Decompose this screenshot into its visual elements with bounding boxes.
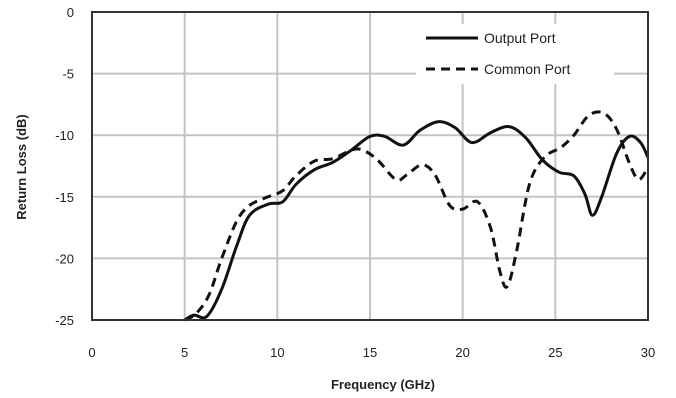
legend-background xyxy=(416,24,614,84)
x-axis-title: Frequency (GHz) xyxy=(331,377,435,392)
y-tick-label: -25 xyxy=(55,313,74,328)
x-tick-label: 10 xyxy=(270,345,284,360)
x-tick-label: 20 xyxy=(455,345,469,360)
x-tick-label: 30 xyxy=(641,345,655,360)
y-axis-title: Return Loss (dB) xyxy=(14,114,29,219)
legend-label-common-port: Common Port xyxy=(484,61,570,77)
series-line-output-port xyxy=(183,120,650,322)
x-tick-label: 5 xyxy=(181,345,188,360)
legend-label-output-port: Output Port xyxy=(484,30,556,46)
y-tick-label: -20 xyxy=(55,251,74,266)
y-tick-labels: 0 -5 -10 -15 -20 -25 xyxy=(55,5,74,328)
legend: Output Port Common Port xyxy=(416,24,614,84)
series-line-common-port xyxy=(183,110,650,322)
x-tick-labels: 0 5 10 15 20 25 30 xyxy=(88,345,655,360)
series-lines xyxy=(183,110,650,322)
y-tick-label: -5 xyxy=(62,67,74,82)
y-tick-label: -10 xyxy=(55,128,74,143)
y-tick-label: 0 xyxy=(67,5,74,20)
plot-frame xyxy=(91,11,649,321)
x-tick-label: 15 xyxy=(363,345,377,360)
x-tick-label: 25 xyxy=(548,345,562,360)
x-tick-label: 0 xyxy=(88,345,95,360)
y-tick-label: -15 xyxy=(55,190,74,205)
